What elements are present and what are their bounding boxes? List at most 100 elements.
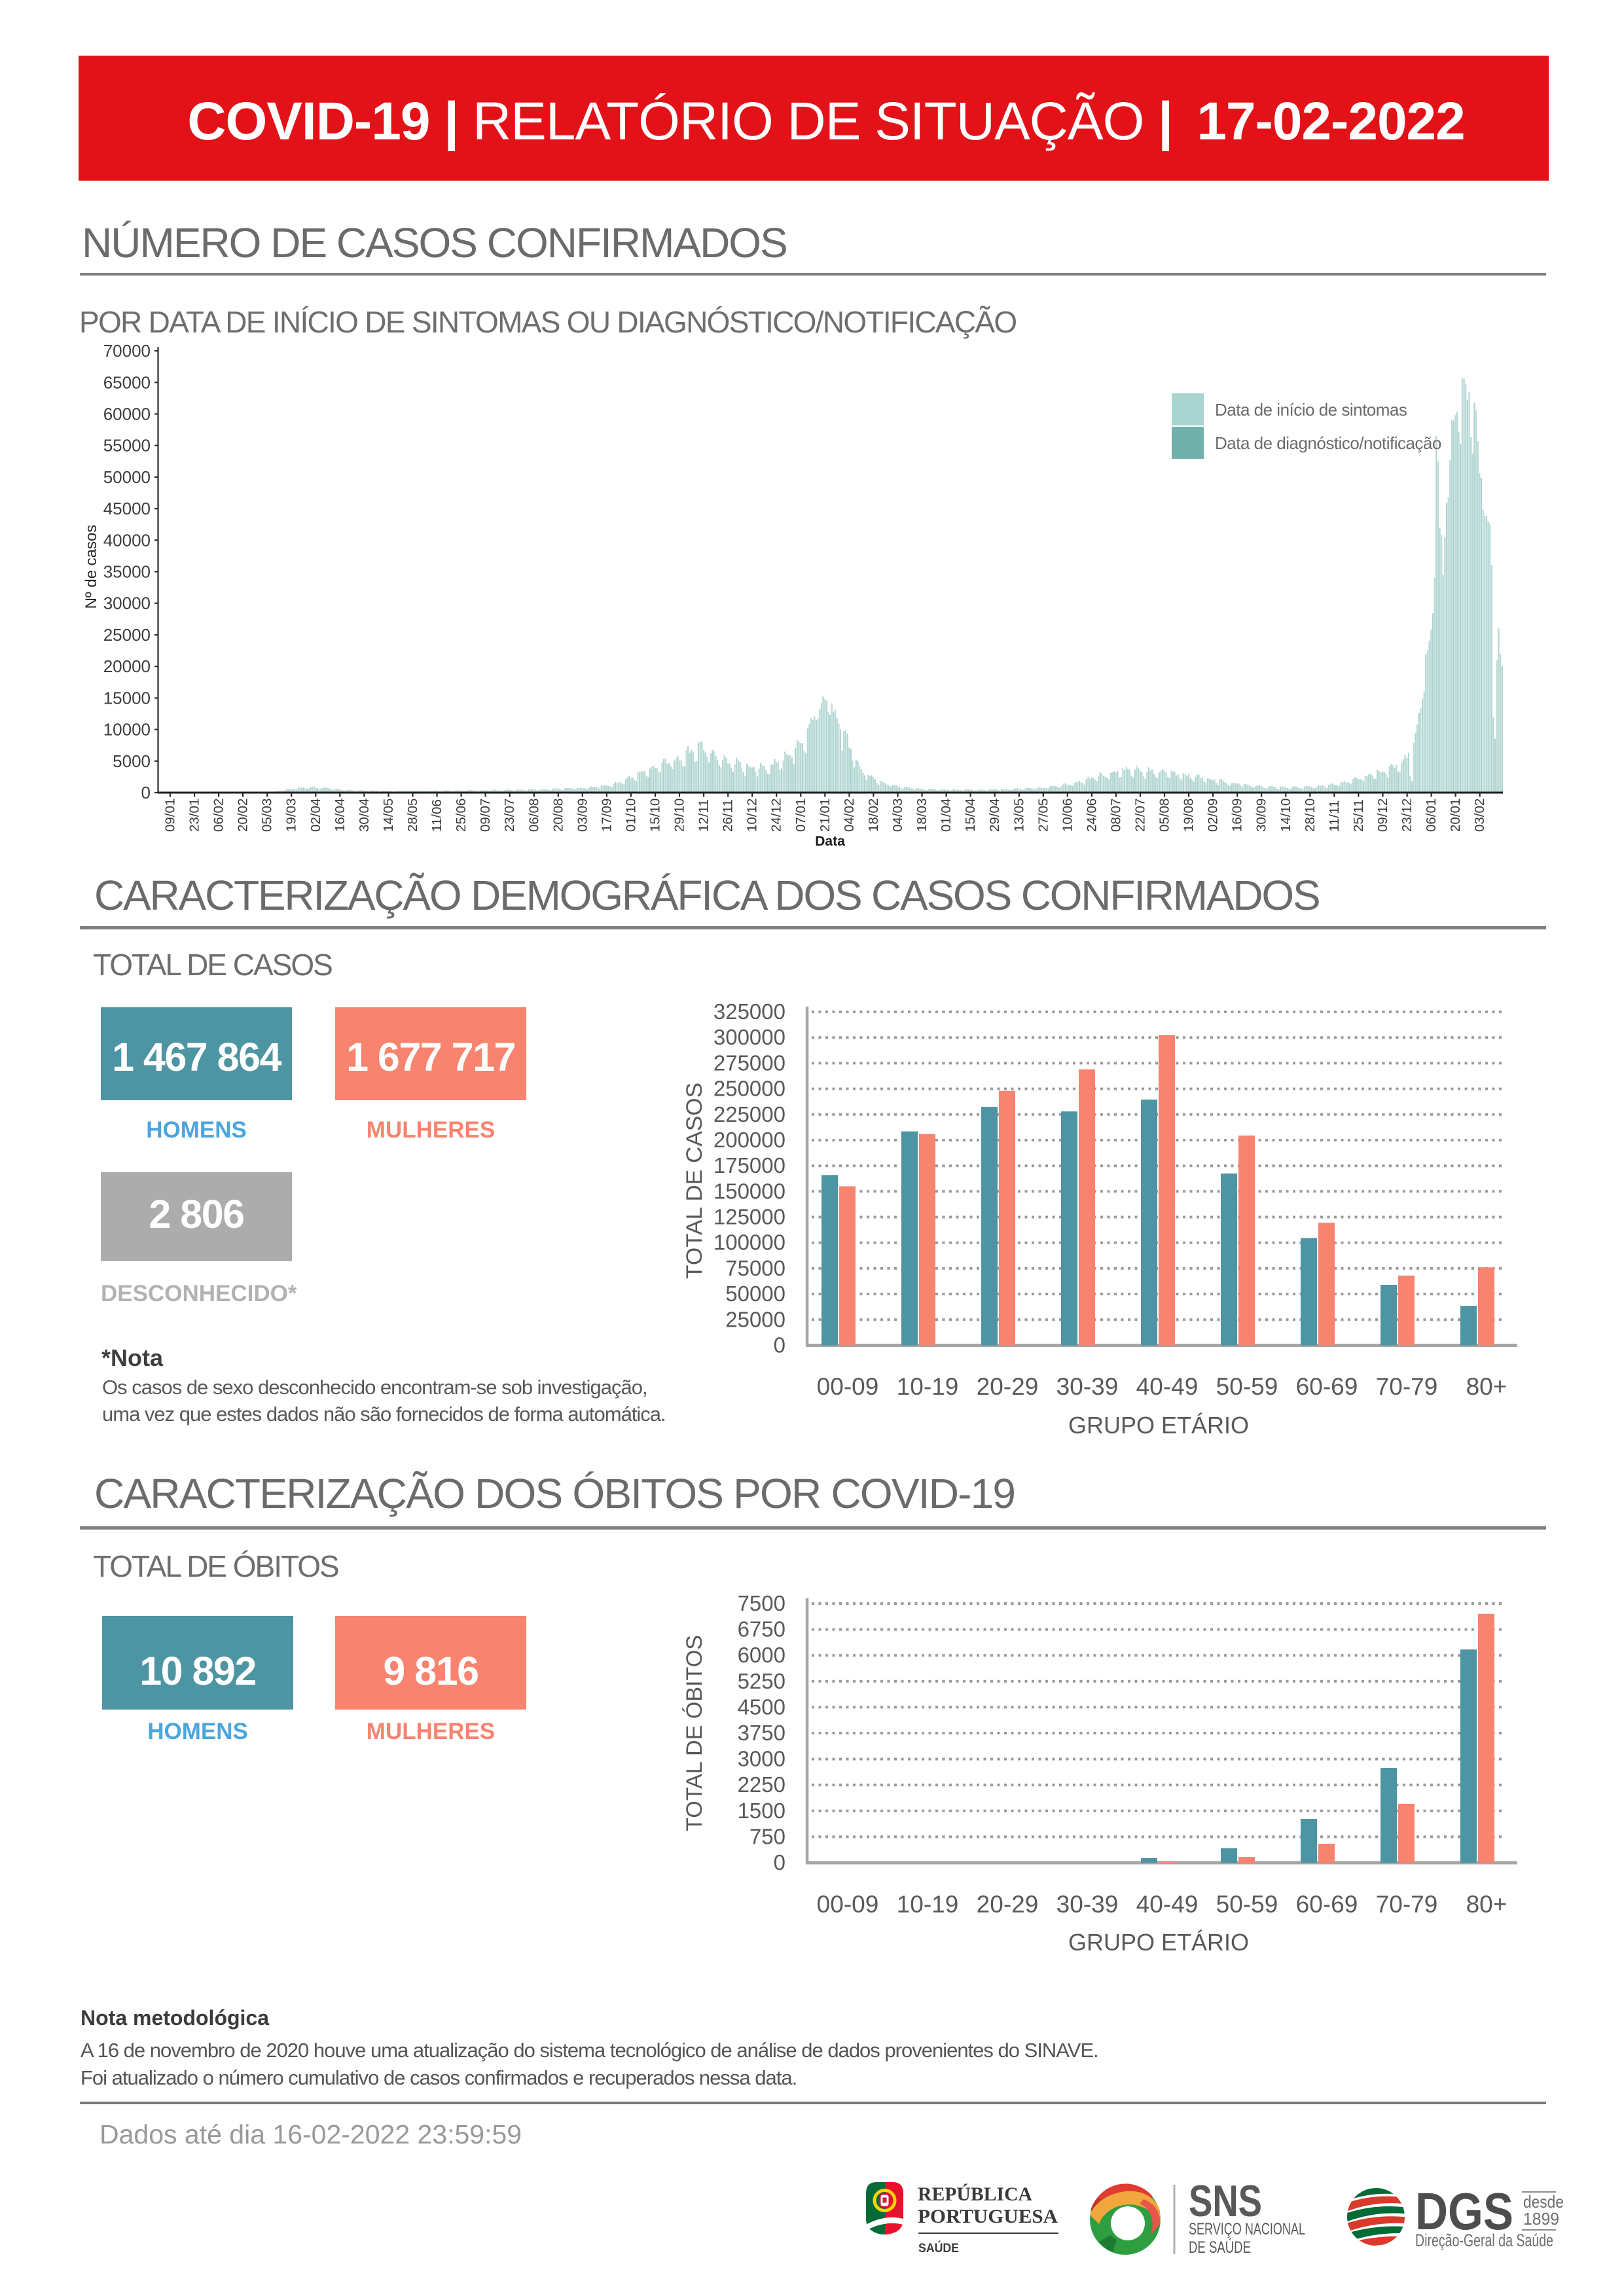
svg-text:75000: 75000 bbox=[725, 1256, 785, 1280]
svg-text:300000: 300000 bbox=[713, 1025, 785, 1049]
svg-text:06/01: 06/01 bbox=[1424, 798, 1439, 832]
svg-text:25/06: 25/06 bbox=[454, 798, 469, 832]
svg-text:DGS: DGS bbox=[1415, 2182, 1513, 2240]
svg-text:10000: 10000 bbox=[103, 720, 151, 740]
svg-text:5250: 5250 bbox=[738, 1669, 785, 1693]
svg-text:16/04: 16/04 bbox=[333, 798, 348, 832]
svg-text:15/10: 15/10 bbox=[648, 798, 663, 832]
svg-text:175000: 175000 bbox=[713, 1153, 785, 1177]
svg-text:25000: 25000 bbox=[103, 625, 151, 645]
svg-text:19/08: 19/08 bbox=[1182, 798, 1197, 832]
svg-text:125000: 125000 bbox=[713, 1205, 785, 1229]
svg-text:30/09: 30/09 bbox=[1254, 798, 1269, 832]
svg-text:35000: 35000 bbox=[103, 562, 151, 582]
svg-text:29/10: 29/10 bbox=[672, 798, 687, 832]
svg-text:21/01: 21/01 bbox=[818, 798, 833, 832]
svg-text:40-49: 40-49 bbox=[1136, 1891, 1199, 1918]
svg-text:Data de início de sintomas: Data de início de sintomas bbox=[1215, 400, 1407, 420]
svg-text:27/05: 27/05 bbox=[1036, 798, 1051, 832]
svg-text:11/11: 11/11 bbox=[1327, 800, 1342, 832]
svg-text:03/09: 03/09 bbox=[575, 798, 590, 832]
svg-text:325000: 325000 bbox=[713, 999, 785, 1024]
svg-text:40-49: 40-49 bbox=[1136, 1373, 1199, 1400]
svg-text:20-29: 20-29 bbox=[977, 1891, 1039, 1918]
svg-text:05/08: 05/08 bbox=[1157, 798, 1172, 832]
svg-text:30/04: 30/04 bbox=[357, 798, 372, 832]
svg-text:REPÚBLICA: REPÚBLICA bbox=[918, 2183, 1032, 2205]
svg-text:30-39: 30-39 bbox=[1056, 1891, 1119, 1918]
svg-text:25/11: 25/11 bbox=[1351, 799, 1366, 832]
svg-text:10/12: 10/12 bbox=[745, 798, 760, 832]
svg-text:GRUPO ETÁRIO: GRUPO ETÁRIO bbox=[1068, 1412, 1249, 1439]
svg-text:Direção-Geral da Saúde: Direção-Geral da Saúde bbox=[1415, 2231, 1553, 2250]
svg-text:23/07: 23/07 bbox=[502, 798, 517, 832]
svg-text:30000: 30000 bbox=[103, 594, 151, 613]
svg-text:04/03: 04/03 bbox=[890, 798, 905, 832]
svg-text:65000: 65000 bbox=[103, 372, 151, 392]
svg-text:11/06: 11/06 bbox=[429, 799, 444, 832]
svg-text:50000: 50000 bbox=[725, 1282, 785, 1306]
svg-text:19/03: 19/03 bbox=[284, 798, 299, 832]
svg-text:TOTAL DE ÓBITOS: TOTAL DE ÓBITOS bbox=[682, 1635, 707, 1831]
svg-text:15000: 15000 bbox=[103, 688, 151, 708]
svg-text:60-69: 60-69 bbox=[1296, 1891, 1358, 1918]
svg-text:200000: 200000 bbox=[713, 1128, 785, 1152]
svg-text:01/04: 01/04 bbox=[939, 798, 954, 832]
svg-text:24/06: 24/06 bbox=[1084, 798, 1099, 832]
svg-text:55000: 55000 bbox=[103, 436, 151, 456]
svg-text:02/04: 02/04 bbox=[308, 798, 323, 832]
svg-text:150000: 150000 bbox=[713, 1179, 785, 1203]
svg-text:Data: Data bbox=[815, 834, 845, 849]
svg-text:10-19: 10-19 bbox=[897, 1891, 959, 1918]
svg-text:50000: 50000 bbox=[103, 467, 151, 487]
svg-text:DE SAÚDE: DE SAÚDE bbox=[1189, 2238, 1251, 2257]
svg-text:24/12: 24/12 bbox=[769, 798, 784, 832]
svg-text:100000: 100000 bbox=[713, 1230, 785, 1255]
svg-text:45000: 45000 bbox=[103, 499, 151, 518]
svg-text:02/09: 02/09 bbox=[1206, 798, 1221, 832]
svg-text:12/11: 12/11 bbox=[696, 799, 712, 832]
svg-text:00-09: 00-09 bbox=[817, 1891, 879, 1918]
svg-text:07/01: 07/01 bbox=[793, 798, 808, 832]
svg-text:250000: 250000 bbox=[713, 1077, 785, 1101]
svg-text:Data de diagnóstico/notificaçã: Data de diagnóstico/notificação bbox=[1215, 433, 1441, 453]
svg-text:10-19: 10-19 bbox=[897, 1373, 959, 1400]
svg-text:750: 750 bbox=[749, 1824, 785, 1848]
svg-text:0: 0 bbox=[774, 1850, 785, 1874]
svg-text:20/01: 20/01 bbox=[1448, 798, 1463, 832]
svg-text:1899: 1899 bbox=[1523, 2209, 1559, 2229]
svg-text:05/03: 05/03 bbox=[260, 798, 275, 832]
svg-text:6000: 6000 bbox=[738, 1643, 785, 1667]
svg-text:28/05: 28/05 bbox=[405, 798, 420, 832]
svg-text:80+: 80+ bbox=[1466, 1373, 1507, 1400]
svg-text:28/10: 28/10 bbox=[1303, 798, 1318, 832]
svg-text:40000: 40000 bbox=[103, 530, 151, 550]
svg-text:01/10: 01/10 bbox=[623, 798, 638, 832]
svg-text:6750: 6750 bbox=[738, 1617, 785, 1641]
svg-text:15/04: 15/04 bbox=[963, 798, 978, 832]
svg-text:22/07: 22/07 bbox=[1133, 798, 1148, 832]
svg-text:03/02: 03/02 bbox=[1472, 798, 1487, 832]
svg-text:09/12: 09/12 bbox=[1375, 798, 1390, 832]
svg-text:3000: 3000 bbox=[738, 1747, 785, 1771]
svg-text:29/04: 29/04 bbox=[987, 798, 1002, 832]
svg-text:Nº de casos: Nº de casos bbox=[82, 525, 100, 609]
svg-text:PORTUGUESA: PORTUGUESA bbox=[918, 2206, 1058, 2227]
svg-text:4500: 4500 bbox=[738, 1695, 785, 1719]
svg-text:08/07: 08/07 bbox=[1108, 798, 1123, 832]
svg-text:5000: 5000 bbox=[113, 751, 151, 771]
svg-text:2250: 2250 bbox=[738, 1772, 785, 1797]
svg-text:60-69: 60-69 bbox=[1296, 1373, 1358, 1400]
svg-text:20/02: 20/02 bbox=[236, 798, 251, 832]
svg-text:14/10: 14/10 bbox=[1278, 798, 1293, 832]
svg-text:SERVIÇO NACIONAL: SERVIÇO NACIONAL bbox=[1189, 2220, 1305, 2238]
svg-text:20-29: 20-29 bbox=[977, 1373, 1039, 1400]
svg-text:20000: 20000 bbox=[103, 656, 151, 676]
svg-text:70-79: 70-79 bbox=[1376, 1891, 1438, 1918]
svg-text:70000: 70000 bbox=[103, 341, 151, 361]
svg-text:18/02: 18/02 bbox=[866, 798, 881, 832]
svg-text:25000: 25000 bbox=[725, 1307, 785, 1331]
svg-text:04/02: 04/02 bbox=[842, 798, 857, 832]
svg-text:50-59: 50-59 bbox=[1216, 1373, 1278, 1400]
svg-text:225000: 225000 bbox=[713, 1102, 785, 1126]
